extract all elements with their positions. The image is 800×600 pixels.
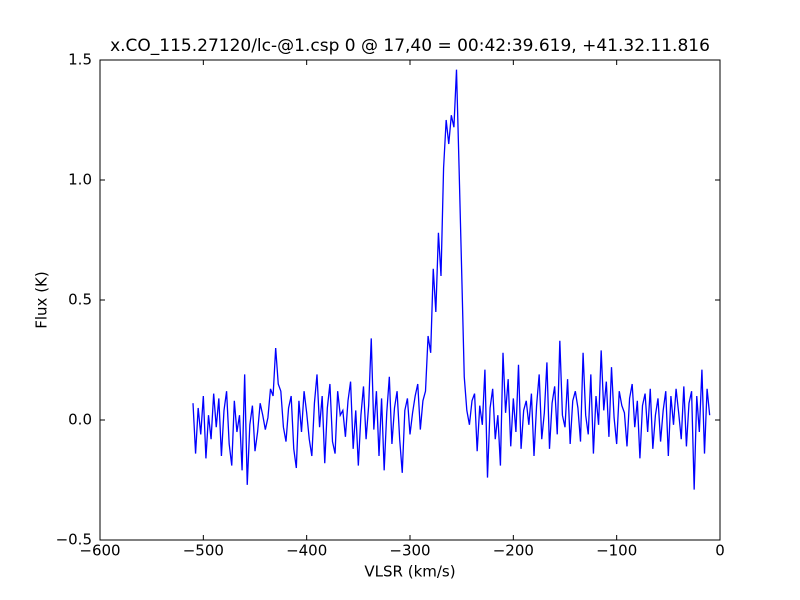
y-tick-label: 1.5 <box>68 51 92 69</box>
y-tick-label: −0.5 <box>56 531 92 549</box>
x-tick-label: −600 <box>79 542 120 560</box>
x-tick-label: −300 <box>389 542 430 560</box>
x-tick-label: 0 <box>715 542 725 560</box>
y-tick-label: 1.0 <box>68 171 92 189</box>
x-axis-label: VLSR (km/s) <box>364 563 455 581</box>
plot-frame <box>99 59 721 541</box>
data-line <box>192 69 711 490</box>
chart-title: x.CO_115.27120/lc-@1.csp 0 @ 17,40 = 00:… <box>110 36 710 56</box>
x-tick-label: −100 <box>596 542 637 560</box>
y-tick-label: 0.5 <box>68 291 92 309</box>
y-axis-label: Flux (K) <box>33 271 51 329</box>
x-tick-label: −200 <box>493 542 534 560</box>
x-tick-label: −500 <box>183 542 224 560</box>
x-tick-label: −400 <box>286 542 327 560</box>
y-tick-label: 0.0 <box>68 411 92 429</box>
